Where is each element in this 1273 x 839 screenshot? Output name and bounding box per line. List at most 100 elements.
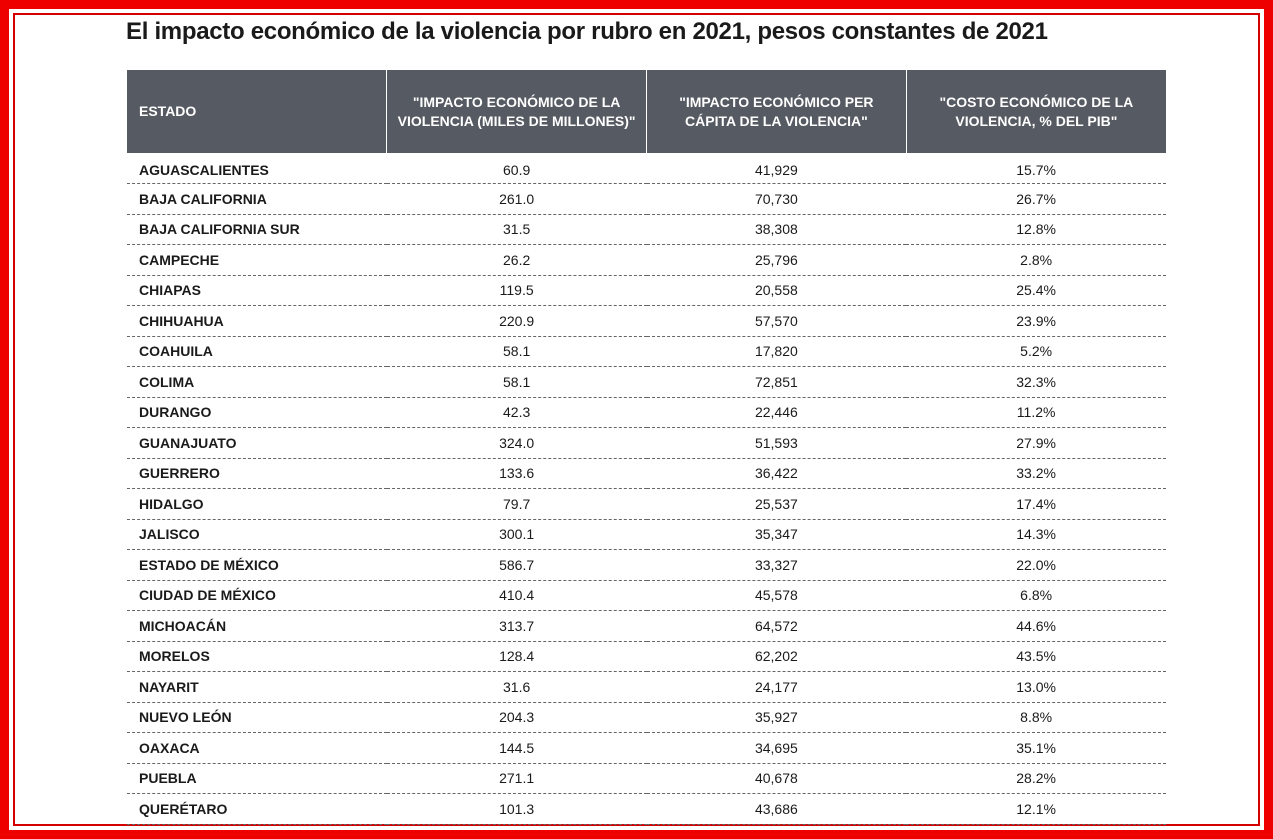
- table-body: AGUASCALIENTES 60.9 41,929 15.7% BAJA CALIFO…: [127, 153, 1166, 825]
- table-row: CAMPECHE 26.2 25,796 2.8%: [127, 244, 1166, 276]
- cell-impacto: 261.0: [386, 183, 647, 215]
- cell-estado: ESTADO DE MÉXICO: [127, 549, 387, 581]
- cell-impacto: 271.1: [386, 763, 647, 794]
- cell-estado: NUEVO LEÓN: [127, 702, 387, 733]
- cell-pib: 14.3%: [906, 519, 1166, 550]
- cell-impacto: 42.3: [386, 397, 647, 428]
- cell-per-capita: 64,572: [646, 610, 907, 642]
- cell-estado: HIDALGO: [127, 488, 387, 520]
- cell-impacto: 144.5: [386, 732, 647, 764]
- cell-impacto: 79.7: [386, 488, 647, 520]
- cell-estado: CIUDAD DE MÉXICO: [127, 580, 387, 611]
- table-row: OAXACA 144.5 34,695 35.1%: [127, 732, 1166, 764]
- cell-estado: GUANAJUATO: [127, 427, 387, 459]
- cell-pib: 12.8%: [906, 214, 1166, 245]
- cell-pib: 2.8%: [906, 244, 1166, 276]
- cell-per-capita: 25,796: [646, 244, 907, 276]
- table-row: JALISCO 300.1 35,347 14.3%: [127, 519, 1166, 550]
- table-row: PUEBLA 271.1 40,678 28.2%: [127, 763, 1166, 794]
- cell-per-capita: 45,578: [646, 580, 907, 611]
- cell-estado: COAHUILA: [127, 336, 387, 367]
- table-row: ESTADO DE MÉXICO 586.7 33,327 22.0%: [127, 549, 1166, 581]
- cell-impacto: 31.5: [386, 214, 647, 245]
- cell-estado: AGUASCALIENTES: [127, 153, 387, 184]
- cell-pib: 11.2%: [906, 397, 1166, 428]
- page-title: El impacto económico de la violencia por…: [126, 18, 1048, 45]
- cell-impacto: 410.4: [386, 580, 647, 611]
- table-row: NAYARIT 31.6 24,177 13.0%: [127, 671, 1166, 703]
- cell-pib: 12.1%: [906, 793, 1166, 825]
- cell-per-capita: 36,422: [646, 458, 907, 489]
- cell-pib: 44.6%: [906, 610, 1166, 642]
- cell-estado: QUERÉTARO: [127, 793, 387, 825]
- violence-impact-table: ESTADO "IMPACTO ECONÓMICO DE LA VIOLENCI…: [127, 70, 1166, 825]
- cell-pib: 28.2%: [906, 763, 1166, 794]
- cell-per-capita: 35,927: [646, 702, 907, 733]
- table-row: GUANAJUATO 324.0 51,593 27.9%: [127, 427, 1166, 459]
- cell-impacto: 133.6: [386, 458, 647, 489]
- table-row: COLIMA 58.1 72,851 32.3%: [127, 366, 1166, 398]
- cell-pib: 33.2%: [906, 458, 1166, 489]
- cell-pib: 13.0%: [906, 671, 1166, 703]
- table-row: MICHOACÁN 313.7 64,572 44.6%: [127, 610, 1166, 642]
- table-row: BAJA CALIFORNIA 261.0 70,730 26.7%: [127, 183, 1166, 215]
- cell-estado: GUERRERO: [127, 458, 387, 489]
- cell-estado: CHIAPAS: [127, 275, 387, 306]
- header-impacto-per-capita: "IMPACTO ECONÓMICO PER CÁPITA DE LA VIOL…: [646, 70, 907, 153]
- cell-impacto: 101.3: [386, 793, 647, 825]
- cell-impacto: 313.7: [386, 610, 647, 642]
- cell-estado: NAYARIT: [127, 671, 387, 703]
- cell-estado: MORELOS: [127, 641, 387, 672]
- cell-per-capita: 33,327: [646, 549, 907, 581]
- table-row: COAHUILA 58.1 17,820 5.2%: [127, 336, 1166, 367]
- cell-pib: 8.8%: [906, 702, 1166, 733]
- cell-pib: 17.4%: [906, 488, 1166, 520]
- header-estado: ESTADO: [127, 70, 387, 153]
- cell-per-capita: 20,558: [646, 275, 907, 306]
- table-row: HIDALGO 79.7 25,537 17.4%: [127, 488, 1166, 520]
- table-row: QUERÉTARO 101.3 43,686 12.1%: [127, 793, 1166, 825]
- cell-per-capita: 34,695: [646, 732, 907, 764]
- header-impacto-economico: "IMPACTO ECONÓMICO DE LA VIOLENCIA (MILE…: [386, 70, 647, 153]
- cell-pib: 23.9%: [906, 305, 1166, 337]
- cell-impacto: 204.3: [386, 702, 647, 733]
- cell-per-capita: 43,686: [646, 793, 907, 825]
- table-row: DURANGO 42.3 22,446 11.2%: [127, 397, 1166, 428]
- table-header: ESTADO "IMPACTO ECONÓMICO DE LA VIOLENCI…: [127, 70, 1166, 153]
- table-row: CHIHUAHUA 220.9 57,570 23.9%: [127, 305, 1166, 337]
- table-row: CHIAPAS 119.5 20,558 25.4%: [127, 275, 1166, 306]
- cell-estado: OAXACA: [127, 732, 387, 764]
- cell-impacto: 60.9: [386, 153, 647, 184]
- cell-pib: 32.3%: [906, 366, 1166, 398]
- cell-impacto: 58.1: [386, 336, 647, 367]
- cell-impacto: 58.1: [386, 366, 647, 398]
- cell-impacto: 220.9: [386, 305, 647, 337]
- cell-per-capita: 70,730: [646, 183, 907, 215]
- cell-per-capita: 35,347: [646, 519, 907, 550]
- cell-per-capita: 41,929: [646, 153, 907, 184]
- table-row: NUEVO LEÓN 204.3 35,927 8.8%: [127, 702, 1166, 733]
- cell-per-capita: 57,570: [646, 305, 907, 337]
- cell-impacto: 586.7: [386, 549, 647, 581]
- cell-impacto: 31.6: [386, 671, 647, 703]
- cell-per-capita: 40,678: [646, 763, 907, 794]
- cell-estado: COLIMA: [127, 366, 387, 398]
- table-row: MORELOS 128.4 62,202 43.5%: [127, 641, 1166, 672]
- cell-per-capita: 22,446: [646, 397, 907, 428]
- cell-estado: MICHOACÁN: [127, 610, 387, 642]
- cell-per-capita: 72,851: [646, 366, 907, 398]
- table-row: CIUDAD DE MÉXICO 410.4 45,578 6.8%: [127, 580, 1166, 611]
- table-row: BAJA CALIFORNIA SUR 31.5 38,308 12.8%: [127, 214, 1166, 245]
- cell-estado: DURANGO: [127, 397, 387, 428]
- cell-impacto: 119.5: [386, 275, 647, 306]
- cell-pib: 43.5%: [906, 641, 1166, 672]
- cell-impacto: 128.4: [386, 641, 647, 672]
- cell-estado: BAJA CALIFORNIA: [127, 183, 387, 215]
- cell-pib: 15.7%: [906, 153, 1166, 184]
- cell-per-capita: 25,537: [646, 488, 907, 520]
- table-row: GUERRERO 133.6 36,422 33.2%: [127, 458, 1166, 489]
- cell-pib: 25.4%: [906, 275, 1166, 306]
- cell-pib: 27.9%: [906, 427, 1166, 459]
- cell-impacto: 26.2: [386, 244, 647, 276]
- cell-pib: 5.2%: [906, 336, 1166, 367]
